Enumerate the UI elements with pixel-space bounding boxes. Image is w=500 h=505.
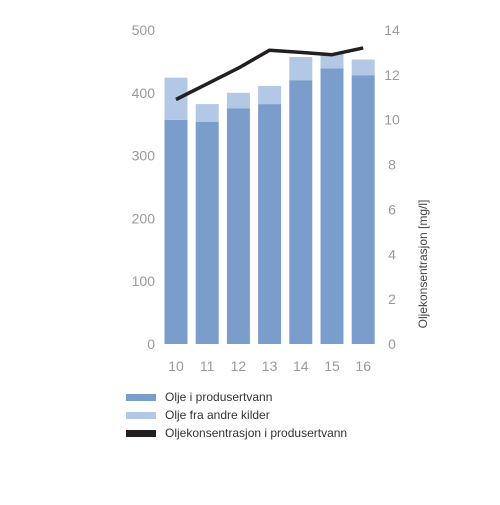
legend-swatch <box>126 412 156 419</box>
legend-swatch <box>126 430 156 437</box>
right-tick-label: 2 <box>388 291 396 307</box>
left-tick-label: 500 <box>132 22 156 38</box>
legend-swatch <box>126 394 156 401</box>
line-layer <box>175 46 364 102</box>
right-tick-label: 8 <box>388 157 396 173</box>
x-tick-label: 13 <box>262 358 278 374</box>
x-tick-label: 11 <box>200 358 215 374</box>
left-tick-label: 0 <box>147 336 155 352</box>
right-tick-label: 6 <box>388 201 396 217</box>
bar-produced-water-14 <box>289 80 313 344</box>
right-tick-label: 10 <box>384 112 400 128</box>
x-tick-label: 10 <box>168 358 184 374</box>
right-tick-label: 14 <box>384 22 400 38</box>
bar-other-sources-12 <box>226 92 250 109</box>
right-tick-label: 0 <box>388 336 396 352</box>
right-tick-label: 4 <box>388 246 396 262</box>
bar-other-sources-14 <box>289 57 313 81</box>
right-axis-ticks: 0 2 4 6 8 10 12 14 <box>384 22 400 352</box>
left-tick-label: 300 <box>132 148 156 164</box>
left-tick-label: 200 <box>132 210 156 226</box>
bar-produced-water-12 <box>226 108 250 344</box>
legend-label: Oljekonsentrasjon i produsertvann <box>165 426 347 440</box>
left-axis-ticks: 0 100 200 300 400 500 <box>132 22 156 352</box>
x-tick-label: 12 <box>231 358 247 374</box>
x-axis-ticks: 10 11 12 13 14 15 16 <box>168 358 371 374</box>
bar-produced-water-11 <box>195 121 219 344</box>
legend-label: Olje i produsertvann <box>165 390 272 404</box>
left-tick-label: 400 <box>132 85 156 101</box>
right-tick-label: 12 <box>384 67 400 83</box>
bars-layer <box>164 53 375 345</box>
bar-other-sources-13 <box>258 85 282 105</box>
concentration-line <box>175 46 364 102</box>
x-tick-label: 16 <box>355 358 371 374</box>
bar-produced-water-13 <box>258 104 282 344</box>
bar-other-sources-16 <box>351 59 375 76</box>
right-axis-title: Oljekonsentrasjon [mg/l] <box>416 200 430 329</box>
bar-other-sources-15 <box>320 53 344 69</box>
x-tick-label: 14 <box>293 358 309 374</box>
legend-label: Olje fra andre kilder <box>165 408 270 422</box>
bar-produced-water-16 <box>351 75 375 344</box>
left-tick-label: 100 <box>132 273 156 289</box>
x-tick-label: 15 <box>324 358 340 374</box>
legend: Olje i produsertvann Olje fra andre kilde… <box>126 390 347 440</box>
bar-other-sources-11 <box>195 104 219 122</box>
bar-produced-water-15 <box>320 68 344 345</box>
bar-produced-water-10 <box>164 119 188 344</box>
